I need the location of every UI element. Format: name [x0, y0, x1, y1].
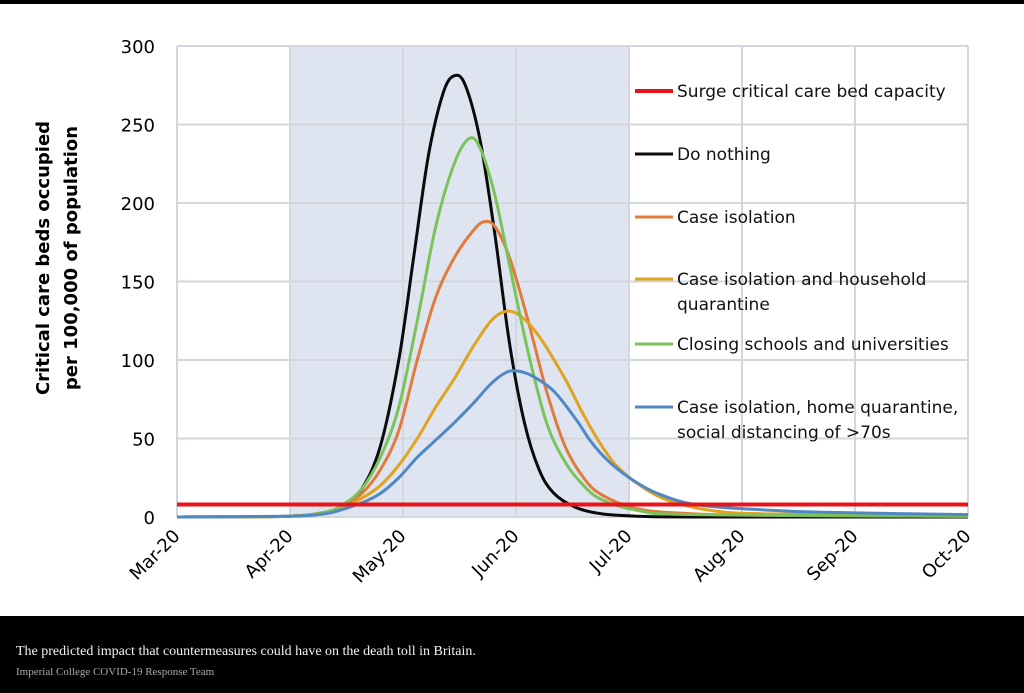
x-tick-label: Aug-20 [689, 526, 749, 586]
caption: The predicted impact that countermeasure… [16, 644, 476, 659]
x-tick-label: Mar-20 [126, 526, 185, 585]
legend-item: Closing schools and universities [635, 335, 949, 355]
x-axis-ticks: Mar-20 Apr-20 May-20 Jun-20 Jul-20 Aug-20 Sep-… [126, 526, 976, 588]
legend-label: Case isolation [677, 208, 796, 228]
y-tick-label: 0 [144, 508, 155, 529]
y-tick-label: 200 [121, 194, 155, 215]
chart-svg: 0 50 100 150 200 250 300 Mar-20 Apr-20 May-20 Jun… [33, 37, 976, 588]
legend-item: Case isolation [635, 208, 796, 228]
x-tick-label: Oct-20 [918, 526, 976, 584]
y-axis-ticks: 0 50 100 150 200 250 300 [121, 37, 155, 529]
legend-label: Case isolation and household [677, 270, 926, 290]
legend-item: Case isolation and household quarantine [635, 270, 926, 315]
series-line [176, 309, 969, 519]
y-tick-label: 100 [121, 351, 155, 372]
series-lines [176, 73, 969, 519]
legend-label: Closing schools and universities [677, 335, 949, 355]
legend-label: Case isolation, home quarantine, [677, 398, 958, 418]
y-tick-label: 150 [121, 273, 155, 294]
y-tick-label: 300 [121, 37, 155, 58]
x-tick-label: May-20 [349, 526, 411, 588]
y-tick-label: 50 [132, 430, 155, 451]
y-axis-label-line1: Critical care beds occupied [33, 121, 54, 395]
credit: Imperial College COVID-19 Response Team [16, 666, 215, 678]
series-line [176, 219, 969, 519]
y-tick-label: 250 [121, 116, 155, 137]
series-line [176, 136, 969, 519]
x-tick-label: Jun-20 [467, 526, 523, 582]
chart-area: 0 50 100 150 200 250 300 Mar-20 Apr-20 May-20 Jun… [0, 4, 1024, 616]
legend-label: quarantine [677, 295, 770, 315]
legend-label: Do nothing [677, 145, 771, 165]
y-axis-label-line2: per 100,000 of population [61, 126, 82, 390]
x-tick-label: Sep-20 [803, 526, 863, 586]
legend: Surge critical care bed capacity Do nothi… [635, 82, 958, 443]
legend-item: Case isolation, home quarantine, social d… [635, 398, 958, 443]
legend-item: Do nothing [635, 145, 771, 165]
x-tick-label: Apr-20 [241, 526, 298, 583]
legend-label: social distancing of >70s [677, 423, 891, 443]
x-tick-label: Jul-20 [585, 526, 637, 578]
legend-label: Surge critical care bed capacity [677, 82, 946, 102]
legend-item: Surge critical care bed capacity [635, 82, 946, 102]
